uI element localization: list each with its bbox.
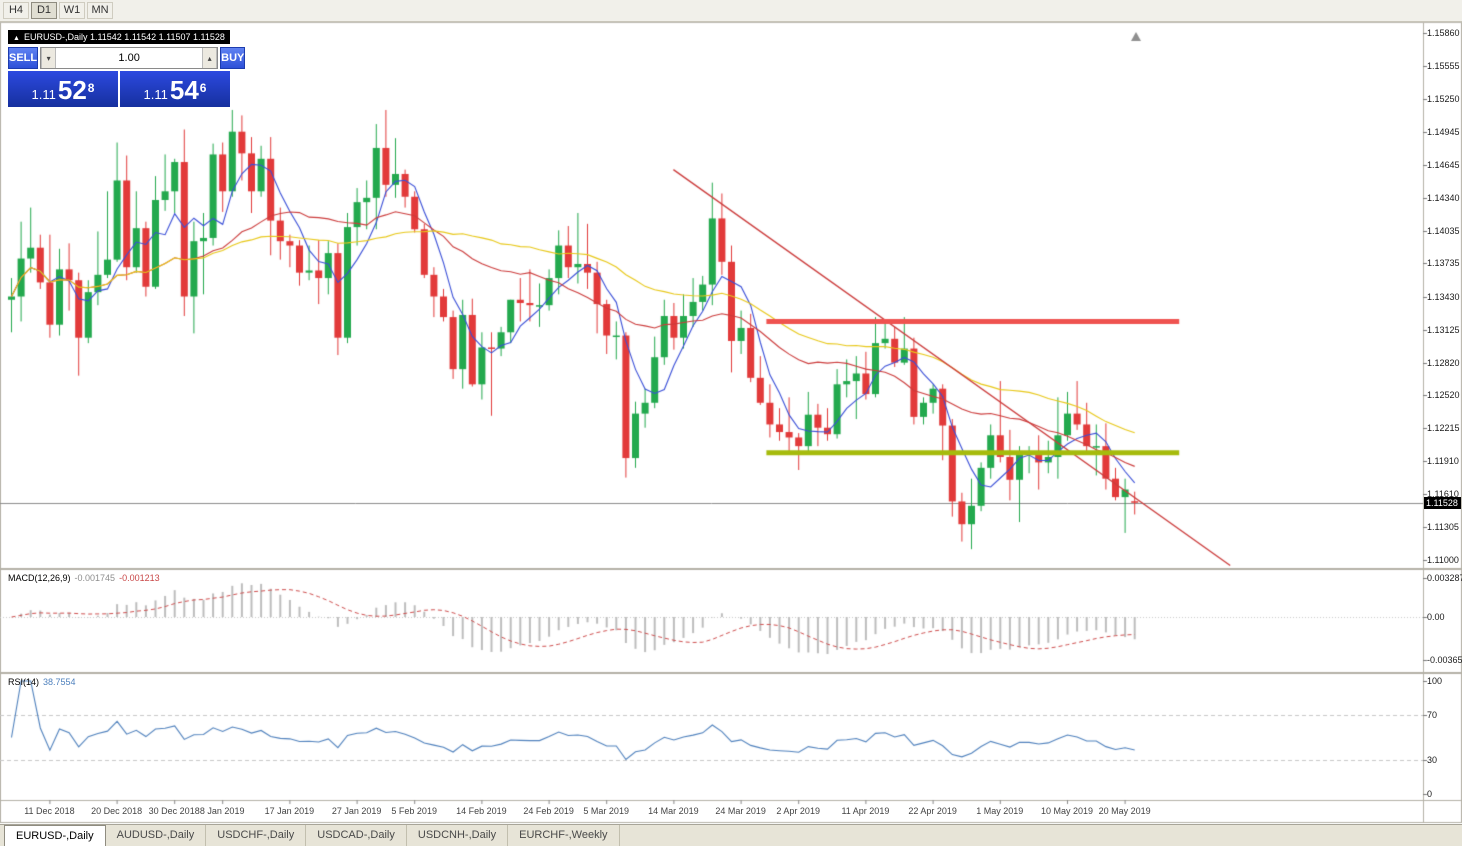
rsi-axis-label: 30 bbox=[1427, 755, 1438, 766]
macd-main-value: -0.001745 bbox=[74, 573, 116, 583]
sell-price-big: 52 bbox=[57, 75, 87, 105]
date-axis-label: 30 Dec 2018 bbox=[148, 806, 200, 816]
sell-price-display[interactable]: 1.11 52 8 bbox=[8, 71, 118, 107]
rsi-indicator-label: RSI(14) 38.7554 bbox=[8, 677, 76, 687]
chart-tab-eurusd-daily[interactable]: EURUSD-,Daily bbox=[4, 825, 106, 846]
timeframe-button-h4[interactable]: H4 bbox=[3, 2, 29, 19]
sell-price-pip: 8 bbox=[87, 81, 95, 96]
volume-increase-button[interactable]: ▴ bbox=[202, 48, 218, 68]
date-axis-label: 20 Dec 2018 bbox=[91, 806, 143, 816]
price-axis-label: 1.15555 bbox=[1427, 61, 1460, 72]
current-price-tag: 1.11528 bbox=[1424, 496, 1461, 509]
chart-tab-usdchf-daily[interactable]: USDCHF-,Daily bbox=[206, 825, 307, 846]
price-axis-label: 1.12520 bbox=[1427, 390, 1460, 401]
volume-decrease-button[interactable]: ▾ bbox=[41, 48, 57, 68]
price-axis-label: 1.11910 bbox=[1427, 456, 1459, 467]
timeframe-button-w1[interactable]: W1 bbox=[59, 2, 85, 19]
chart-ohlc-title: EURUSD-,Daily 1.11542 1.11542 1.11507 1.… bbox=[23, 32, 225, 42]
date-axis-label: 14 Mar 2019 bbox=[648, 806, 699, 816]
chart-title-bar: ▲ EURUSD-,Daily 1.11542 1.11542 1.11507 1… bbox=[8, 30, 230, 44]
collapse-panel-icon[interactable]: ▲ bbox=[13, 35, 20, 42]
date-axis-label: 1 May 2019 bbox=[976, 806, 1024, 816]
price-axis-label: 1.11610 bbox=[1427, 488, 1459, 499]
date-axis-label: 22 Apr 2019 bbox=[908, 806, 957, 816]
one-click-trading-panel: SELL ▾ ▴ BUY 1.11 52 8 1.11 54 6 bbox=[8, 47, 246, 107]
one-click-controls-row: SELL ▾ ▴ BUY bbox=[8, 47, 246, 69]
date-axis-label: 8 Jan 2019 bbox=[199, 806, 245, 816]
one-click-prices-row: 1.11 52 8 1.11 54 6 bbox=[8, 71, 230, 107]
macd-indicator-label: MACD(12,26,9) -0.001745 -0.001213 bbox=[8, 573, 160, 583]
price-axis-label: 1.11000 bbox=[1427, 555, 1459, 565]
price-axis-label: 1.14340 bbox=[1427, 192, 1460, 203]
price-axis-label: 1.11305 bbox=[1427, 521, 1459, 532]
chart-tab-bar: EURUSD-,Daily AUDUSD-,Daily USDCHF-,Daily U… bbox=[0, 824, 1462, 846]
date-axis-label: 11 Apr 2019 bbox=[841, 806, 890, 816]
price-axis-label: 1.15860 bbox=[1427, 28, 1460, 38]
macd-axis-label: 0.003287 bbox=[1427, 572, 1462, 583]
date-axis-label: 20 May 2019 bbox=[1098, 806, 1151, 816]
buy-price-display[interactable]: 1.11 54 6 bbox=[120, 71, 230, 107]
volume-control: ▾ ▴ bbox=[40, 47, 219, 69]
date-axis-label: 10 May 2019 bbox=[1040, 806, 1094, 816]
volume-input[interactable] bbox=[56, 48, 203, 68]
date-axis-label: 5 Mar 2019 bbox=[583, 806, 629, 816]
macd-axis-label: -0.00365 bbox=[1427, 655, 1462, 666]
price-axis-label: 1.12820 bbox=[1427, 357, 1460, 368]
date-axis-label: 24 Feb 2019 bbox=[523, 806, 574, 816]
chart-tab-eurchf-weekly[interactable]: EURCHF-,Weekly bbox=[508, 825, 620, 846]
timeframe-button-d1[interactable]: D1 bbox=[31, 2, 57, 19]
date-axis-label: 27 Jan 2019 bbox=[331, 806, 382, 816]
date-axis-label: 5 Feb 2019 bbox=[391, 806, 437, 816]
date-axis-label: 14 Feb 2019 bbox=[456, 806, 507, 816]
buy-price-prefix: 1.11 bbox=[143, 87, 168, 102]
macd-title: MACD(12,26,9) bbox=[8, 573, 71, 583]
price-axis-label: 1.14645 bbox=[1427, 159, 1460, 170]
buy-price-big: 54 bbox=[169, 75, 199, 105]
rsi-axis-label: 0 bbox=[1427, 789, 1433, 799]
date-axis-label: 17 Jan 2019 bbox=[264, 806, 315, 816]
price-axis-label: 1.14945 bbox=[1427, 127, 1460, 138]
chart-tab-usdcad-daily[interactable]: USDCAD-,Daily bbox=[306, 825, 407, 846]
price-axis-label: 1.12215 bbox=[1427, 423, 1460, 434]
rsi-axis-label: 100 bbox=[1427, 676, 1443, 686]
date-axis-label: 2 Apr 2019 bbox=[776, 806, 820, 816]
price-axis-label: 1.13430 bbox=[1427, 291, 1460, 302]
chart-tab-usdcnh-daily[interactable]: USDCNH-,Daily bbox=[407, 825, 509, 846]
macd-axis-label: 0.00 bbox=[1427, 612, 1445, 622]
price-axis-label: 1.14035 bbox=[1427, 225, 1460, 236]
timeframe-button-mn[interactable]: MN bbox=[87, 2, 113, 19]
rsi-value: 38.7554 bbox=[43, 677, 76, 687]
sell-price-prefix: 1.11 bbox=[31, 87, 56, 102]
macd-signal-value: -0.001213 bbox=[119, 573, 160, 583]
price-axis-label: 1.15250 bbox=[1427, 94, 1460, 105]
chart-tab-audusd-daily[interactable]: AUDUSD-,Daily bbox=[106, 825, 207, 846]
price-axis-label: 1.13125 bbox=[1427, 324, 1460, 335]
date-axis-label: 24 Mar 2019 bbox=[715, 806, 766, 816]
buy-price-pip: 6 bbox=[199, 81, 207, 96]
timeframe-toolbar: H4 D1 W1 MN bbox=[0, 0, 1462, 22]
sell-button[interactable]: SELL bbox=[8, 47, 39, 69]
price-axis-label: 1.13735 bbox=[1427, 258, 1460, 269]
rsi-axis-label: 70 bbox=[1427, 709, 1438, 720]
buy-button[interactable]: BUY bbox=[220, 47, 246, 69]
date-axis-label: 11 Dec 2018 bbox=[24, 806, 75, 816]
rsi-title: RSI(14) bbox=[8, 677, 40, 687]
